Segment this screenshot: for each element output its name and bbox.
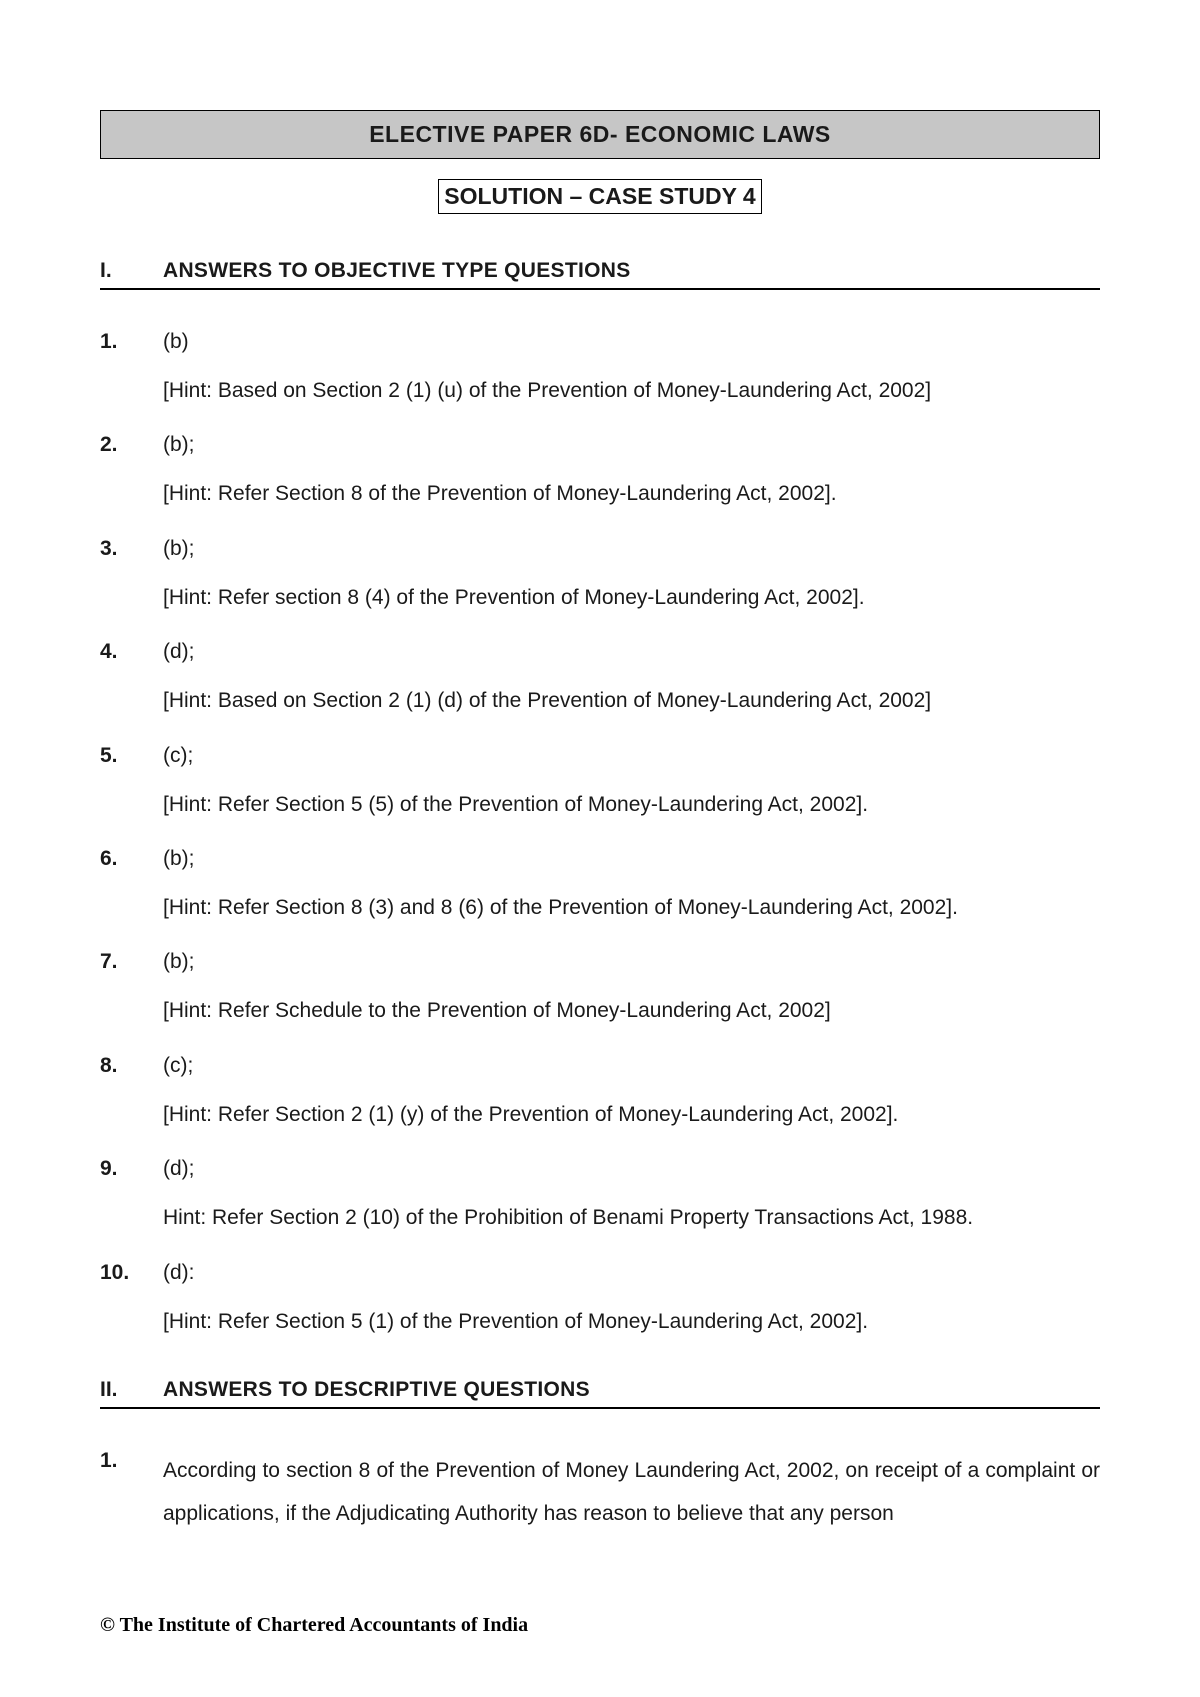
question-hint: [Hint: Refer Section 8 (3) and 8 (6) of …	[163, 893, 1100, 922]
question-answer: (b);	[163, 847, 195, 871]
question-num: 10.	[100, 1261, 163, 1285]
section-2-heading: II. ANSWERS TO DESCRIPTIVE QUESTIONS	[100, 1378, 1100, 1409]
section-1-heading: I. ANSWERS TO OBJECTIVE TYPE QUESTIONS	[100, 259, 1100, 290]
question-hint: [Hint: Refer Section 5 (5) of the Preven…	[163, 790, 1100, 819]
question-hint: Hint: Refer Section 2 (10) of the Prohib…	[163, 1203, 1100, 1232]
question-answer: (c);	[163, 1054, 193, 1078]
question-answer: (b);	[163, 950, 195, 974]
question-answer: (b);	[163, 433, 195, 457]
question-num: 1.	[100, 330, 163, 354]
question-hint: [Hint: Refer Schedule to the Prevention …	[163, 996, 1100, 1025]
question-hint: [Hint: Based on Section 2 (1) (u) of the…	[163, 376, 1100, 405]
section-1-title: ANSWERS TO OBJECTIVE TYPE QUESTIONS	[163, 259, 631, 283]
question-hint: [Hint: Refer Section 2 (1) (y) of the Pr…	[163, 1100, 1100, 1129]
question-num: 7.	[100, 950, 163, 974]
question-row: 6.(b);	[100, 847, 1100, 871]
subtitle-container: SOLUTION – CASE STUDY 4	[100, 179, 1100, 214]
question-hint: [Hint: Refer Section 5 (1) of the Preven…	[163, 1307, 1100, 1336]
question-answer: (d);	[163, 640, 195, 664]
questions-list: 1.(b) [Hint: Based on Section 2 (1) (u) o…	[100, 330, 1100, 1336]
question-row: 3.(b);	[100, 537, 1100, 561]
subtitle: SOLUTION – CASE STUDY 4	[438, 179, 761, 214]
question-hint: [Hint: Refer section 8 (4) of the Preven…	[163, 583, 1100, 612]
question-answer: (c);	[163, 744, 193, 768]
question-answer: (d):	[163, 1261, 195, 1285]
question-row: 4.(d);	[100, 640, 1100, 664]
question-row: 1.(b)	[100, 330, 1100, 354]
question-answer: (b);	[163, 537, 195, 561]
question-num: 3.	[100, 537, 163, 561]
question-row: 10.(d):	[100, 1261, 1100, 1285]
question-row: 8.(c);	[100, 1054, 1100, 1078]
section-2-title: ANSWERS TO DESCRIPTIVE QUESTIONS	[163, 1378, 590, 1402]
section-2-num: II.	[100, 1378, 163, 1402]
question-row: 7.(b);	[100, 950, 1100, 974]
question-num: 4.	[100, 640, 163, 664]
question-answer: (b)	[163, 330, 189, 354]
question-row: 5.(c);	[100, 744, 1100, 768]
descriptive-num: 1.	[100, 1449, 163, 1535]
paper-title: ELECTIVE PAPER 6D- ECONOMIC LAWS	[369, 121, 831, 147]
question-hint: [Hint: Based on Section 2 (1) (d) of the…	[163, 686, 1100, 715]
question-answer: (d);	[163, 1157, 195, 1181]
question-hint: [Hint: Refer Section 8 of the Prevention…	[163, 479, 1100, 508]
descriptive-question: 1. According to section 8 of the Prevent…	[100, 1449, 1100, 1535]
descriptive-text: According to section 8 of the Prevention…	[163, 1449, 1100, 1535]
question-row: 2.(b);	[100, 433, 1100, 457]
question-num: 5.	[100, 744, 163, 768]
question-num: 8.	[100, 1054, 163, 1078]
section-1-num: I.	[100, 259, 163, 283]
question-row: 9.(d);	[100, 1157, 1100, 1181]
copyright-footer: © The Institute of Chartered Accountants…	[100, 1614, 528, 1637]
question-num: 9.	[100, 1157, 163, 1181]
paper-title-bar: ELECTIVE PAPER 6D- ECONOMIC LAWS	[100, 110, 1100, 159]
question-num: 6.	[100, 847, 163, 871]
question-num: 2.	[100, 433, 163, 457]
